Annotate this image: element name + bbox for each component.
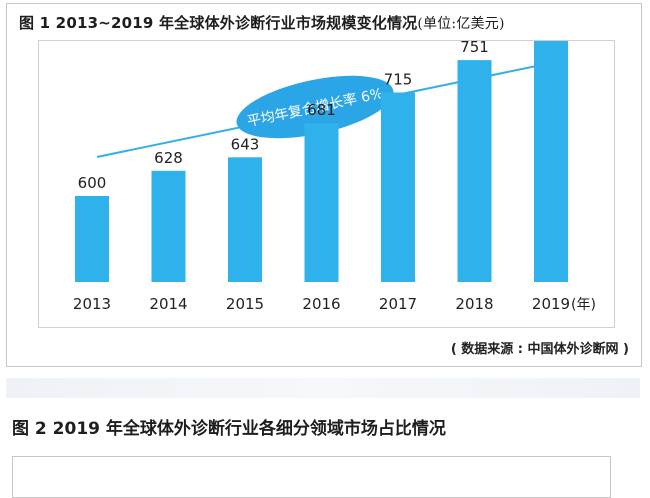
x-tick-label-2018: 2018 — [455, 295, 493, 313]
data-source-note: ( 数据来源 : 中国体外诊断网 ) — [450, 342, 629, 357]
x-tick-label-2019: 2019 — [532, 295, 570, 313]
bar-2013 — [75, 196, 109, 282]
value-label-2016: 681 — [307, 101, 336, 119]
figure-1-title-text: 图 1 2013~2019 年全球体外诊断行业市场规模变化情况 — [19, 14, 418, 32]
x-tick-label-2013: 2013 — [73, 295, 111, 313]
value-label-2017: 715 — [384, 71, 413, 89]
x-tick-label-2016: 2016 — [302, 295, 340, 313]
figure-1-title: 图 1 2013~2019 年全球体外诊断行业市场规模变化情况(单位:亿美元) — [19, 12, 505, 33]
figure-2-panel — [12, 456, 611, 498]
chart-area: 平均年复合增长率 6% 600 2013 628 2014 643 2015 681 2016 7… — [38, 40, 615, 328]
figure-1-unit: (单位:亿美元) — [417, 16, 505, 32]
figure-1-panel: 图 1 2013~2019 年全球体外诊断行业市场规模变化情况(单位:亿美元) … — [6, 3, 642, 367]
bar-2017 — [381, 92, 415, 282]
bar-2018 — [457, 60, 492, 282]
x-axis-unit-label: (年) — [571, 297, 596, 313]
growth-rate-bubble — [236, 75, 394, 139]
section-divider — [6, 378, 640, 398]
bar-2015 — [228, 157, 262, 282]
x-tick-label-2017: 2017 — [379, 295, 417, 313]
x-tick-label-2015: 2015 — [226, 295, 264, 313]
bar-2019 — [534, 41, 568, 282]
bar-chart: 平均年复合增长率 6%60020136282014643201568120167… — [73, 41, 596, 313]
value-label-2015: 643 — [231, 135, 260, 153]
bar-2016 — [304, 123, 339, 282]
value-label-2018: 751 — [460, 41, 489, 56]
figure-2-title: 图 2 2019 年全球体外诊断行业各细分领域市场占比情况 — [12, 419, 446, 439]
value-label-2014: 628 — [154, 149, 183, 167]
value-label-2013: 600 — [78, 174, 107, 192]
x-tick-label-2014: 2014 — [149, 295, 187, 313]
bar-2014 — [151, 170, 186, 282]
